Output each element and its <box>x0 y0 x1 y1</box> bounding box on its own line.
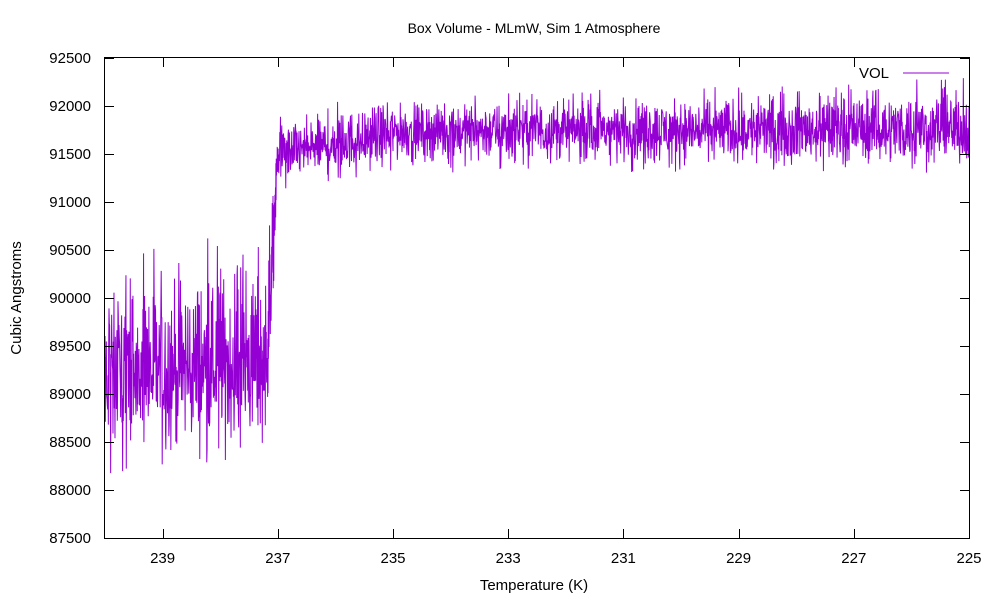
x-axis: 239 237 235 233 231 229 227 225 <box>150 58 982 567</box>
plot-area <box>104 78 970 474</box>
series-line-vol <box>104 78 970 474</box>
y-tick-label: 88000 <box>49 482 91 499</box>
x-tick-label: 225 <box>956 550 981 567</box>
x-tick-label: 227 <box>841 550 866 567</box>
y-tick-label: 90000 <box>49 290 91 307</box>
y-tick-label: 91000 <box>49 194 91 211</box>
x-axis-label: Temperature (K) <box>480 577 588 594</box>
y-tick-label: 89500 <box>49 338 91 355</box>
y-axis-label: Cubic Angstroms <box>8 241 25 354</box>
y-tick-label: 91500 <box>49 146 91 163</box>
y-tick-label: 88500 <box>49 434 91 451</box>
legend: VOL <box>859 65 949 82</box>
y-axis: 87500 88000 88500 89000 89500 90000 90500 91000… <box>49 50 969 547</box>
chart-title: Box Volume - MLmW, Sim 1 Atmosphere <box>408 20 661 36</box>
x-tick-label: 237 <box>265 550 290 567</box>
plot-frame <box>104 57 970 539</box>
legend-label-vol: VOL <box>859 65 889 82</box>
y-tick-label: 92500 <box>49 50 91 67</box>
x-tick-label: 235 <box>380 550 405 567</box>
x-tick-label: 239 <box>150 550 175 567</box>
y-tick-label: 92000 <box>49 98 91 115</box>
y-tick-label: 87500 <box>49 530 91 547</box>
y-tick-label: 89000 <box>49 386 91 403</box>
x-tick-label: 231 <box>611 550 636 567</box>
x-tick-label: 229 <box>726 550 751 567</box>
x-tick-label: 233 <box>496 550 521 567</box>
y-tick-label: 90500 <box>49 242 91 259</box>
